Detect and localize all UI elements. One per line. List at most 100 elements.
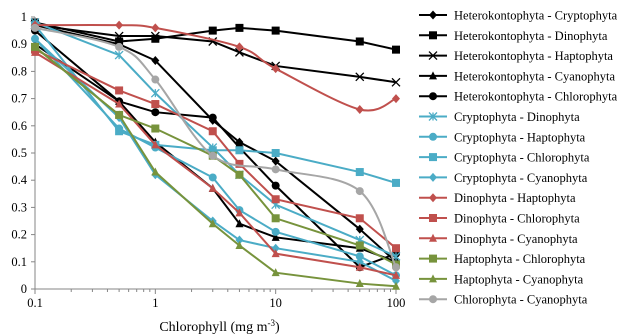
legend-label: Heterokontophyta - Dinophyta [454, 29, 608, 43]
series-point [355, 72, 365, 82]
y-tick-label: 0.3 [11, 200, 27, 214]
y-tick-label: 0 [21, 282, 27, 296]
y-tick-label: 0.8 [11, 64, 27, 78]
y-tick-label: 0.1 [11, 255, 27, 269]
legend-entry: Cryptophyta - Chlorophyta [419, 151, 590, 165]
series-point [391, 77, 401, 87]
legend-marker [429, 172, 437, 182]
series-point [151, 56, 160, 66]
series-line [34, 43, 397, 263]
legend-marker [429, 132, 437, 141]
legend-entry: Heterokontophyta - Cyanophyta [419, 69, 616, 83]
series-point [355, 252, 364, 261]
series-point [208, 151, 217, 160]
series-line [34, 38, 397, 282]
series-point [151, 100, 160, 109]
legend-label: Dinophyta - Haptophyta [454, 191, 576, 205]
series-point [114, 50, 124, 60]
series-point [235, 146, 244, 155]
series-point [392, 178, 400, 187]
x-axis-ticks: 0.1 1 10 100 [27, 289, 405, 310]
legend: Heterokontophyta - Cryptophyta Heterokont… [419, 9, 618, 307]
legend-marker [429, 10, 437, 20]
y-tick-label: 0.4 [11, 173, 27, 187]
series-layer [30, 17, 401, 290]
legend-entry: Heterokontophyta - Haptophyta [419, 49, 613, 63]
legend-entry: Cryptophyta - Cyanophyta [419, 171, 588, 185]
series-line [34, 21, 397, 51]
y-tick-label: 0.2 [11, 228, 27, 242]
series-point [271, 214, 280, 223]
series-point [235, 170, 244, 179]
series-point [208, 146, 217, 155]
legend-label: Haptophyta - Chlorophyta [454, 252, 586, 266]
series-line [34, 46, 397, 266]
series-line [34, 51, 397, 277]
legend-marker [429, 254, 437, 263]
series-point [355, 241, 364, 250]
series-line [34, 24, 397, 84]
y-tick-label: 0.7 [11, 92, 27, 106]
series-line [34, 24, 397, 184]
series-point [235, 208, 244, 217]
series-point [235, 240, 244, 249]
series-point [31, 47, 39, 56]
legend-marker [428, 112, 438, 121]
legend-entry: Dinophyta - Chlorophyta [419, 212, 580, 226]
series-point [355, 168, 364, 177]
series-point [355, 214, 364, 223]
series-14 [31, 23, 400, 272]
series-9 [31, 20, 400, 114]
legend-entry: Cryptophyta - Haptophyta [419, 130, 586, 144]
legend-entry: Haptophyta - Cyanophyta [419, 272, 584, 286]
series-point [115, 110, 124, 119]
y-tick-label: 1 [21, 10, 27, 24]
legend-label: Cryptophyta - Chlorophyta [454, 151, 590, 165]
legend-label: Heterokontophyta - Cyanophyta [454, 69, 616, 83]
x-tick-label: 100 [387, 296, 406, 310]
legend-label: Heterokontophyta - Cryptophyta [454, 9, 618, 23]
series-point [208, 183, 217, 192]
legend-marker [429, 31, 437, 40]
series-point [271, 227, 280, 236]
series-point [271, 26, 280, 35]
series-point [115, 127, 124, 136]
series-point [271, 165, 280, 174]
series-line [34, 29, 397, 269]
legend-marker [429, 233, 437, 242]
series-point [151, 140, 160, 149]
series-point [151, 23, 160, 33]
legend-marker [429, 295, 437, 304]
y-tick-label: 0.6 [11, 119, 27, 133]
series-point [271, 156, 280, 166]
legend-marker [428, 51, 438, 61]
y-tick-label: 0.9 [11, 37, 27, 51]
series-point [115, 99, 124, 108]
legend-label: Dinophyta - Chlorophyta [454, 212, 580, 226]
x-axis-title: Chlorophyll (mg m-3) [159, 318, 280, 335]
legend-label: Heterokontophyta - Haptophyta [454, 49, 613, 63]
legend-marker [429, 193, 437, 203]
legend-label: Cryptophyta - Cyanophyta [454, 171, 588, 185]
series-point [392, 94, 400, 104]
series-point [392, 281, 400, 290]
series-line [34, 21, 397, 258]
series-point [392, 45, 400, 54]
legend-entry: Dinophyta - Cyanophyta [419, 232, 578, 246]
series-point [235, 23, 244, 32]
series-point [355, 224, 364, 234]
series-line [34, 38, 397, 277]
series-5 [30, 17, 401, 261]
series-point [392, 244, 400, 253]
series-point [115, 86, 124, 95]
series-point [115, 37, 124, 46]
series-line [34, 48, 397, 249]
series-point [355, 187, 364, 196]
series-point [355, 257, 364, 267]
series-point [271, 181, 280, 190]
series-point [151, 34, 160, 43]
series-8 [31, 34, 400, 286]
legend-entry: Chlorophyta - Cyanophyta [419, 293, 588, 307]
series-point [31, 34, 39, 44]
